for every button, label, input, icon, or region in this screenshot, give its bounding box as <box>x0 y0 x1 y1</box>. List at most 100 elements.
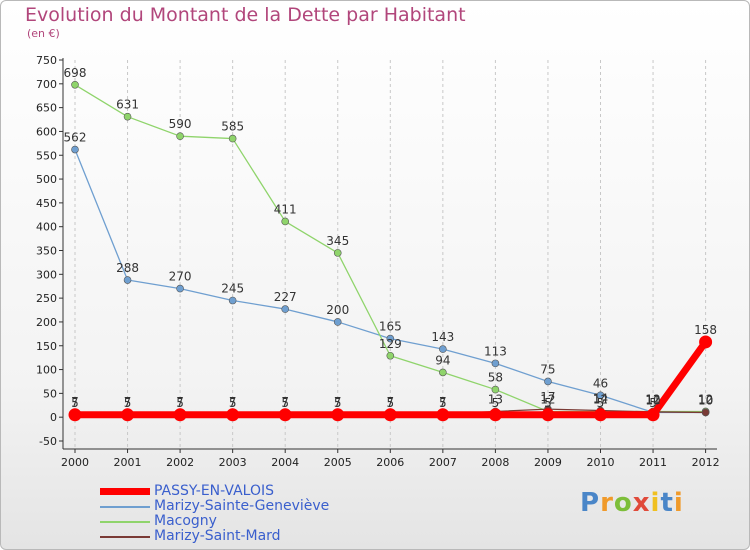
data-label-1: 562 <box>64 131 87 145</box>
y-tick-label: 250 <box>36 292 57 305</box>
data-label-2: 12 <box>645 392 660 406</box>
data-label-2: 631 <box>116 98 139 112</box>
data-label-0: 5 <box>71 396 79 410</box>
x-tick-label: 2006 <box>376 456 404 469</box>
legend-swatch <box>100 521 150 523</box>
y-tick-label: 0 <box>50 411 57 424</box>
data-label-2: 345 <box>326 234 349 248</box>
proxiti-logo: Proxiti <box>580 488 684 518</box>
logo-letter: i <box>673 488 684 518</box>
logo-letter: i <box>650 488 661 518</box>
x-tick-label: 2012 <box>692 456 720 469</box>
data-label-3: 14 <box>593 392 608 406</box>
logo-letter: x <box>632 488 651 518</box>
y-tick-label: 450 <box>36 197 57 210</box>
data-point-2 <box>439 368 447 377</box>
y-tick-label: 350 <box>36 245 57 258</box>
logo-letter: o <box>613 488 633 518</box>
data-point-1 <box>71 145 79 154</box>
data-point-0 <box>488 408 502 422</box>
data-label-0: 5 <box>386 396 394 410</box>
data-label-1: 288 <box>116 261 139 275</box>
x-tick-label: 2011 <box>639 456 667 469</box>
legend-swatch <box>100 488 150 495</box>
data-label-2: 698 <box>64 66 87 80</box>
data-label-0: 5 <box>439 396 447 410</box>
logo-letter: r <box>600 488 614 518</box>
y-tick-label: 500 <box>36 173 57 186</box>
data-label-3: 7 <box>386 395 394 409</box>
x-tick-label: 2004 <box>271 456 299 469</box>
legend-swatch <box>100 506 150 508</box>
data-label-2: 590 <box>169 117 192 131</box>
x-tick-label: 2005 <box>324 456 352 469</box>
y-tick-label: 200 <box>36 316 57 329</box>
data-label-3: 13 <box>488 392 503 406</box>
data-point-1 <box>596 391 605 400</box>
x-tick-label: 2003 <box>219 456 247 469</box>
data-point-0 <box>173 408 187 422</box>
chart-title: Evolution du Montant de la Dette par Hab… <box>25 4 466 26</box>
legend-label: Marizy-Saint-Mard <box>154 528 281 544</box>
data-point-0 <box>121 408 135 422</box>
data-label-3: 7 <box>71 395 79 409</box>
data-point-0 <box>436 408 450 422</box>
x-tick-label: 2000 <box>61 456 89 469</box>
data-label-2: 411 <box>274 202 297 216</box>
y-tick-label: -50 <box>39 435 57 448</box>
data-label-0: 5 <box>229 396 237 410</box>
data-label-0: 5 <box>334 396 342 410</box>
y-tick-label: 400 <box>36 221 57 234</box>
data-label-1: 227 <box>274 290 297 304</box>
data-label-0: 5 <box>649 396 657 410</box>
x-tick-label: 2009 <box>534 456 562 469</box>
data-label-2: 12 <box>698 392 713 406</box>
data-point-1 <box>123 276 132 284</box>
data-point-2 <box>176 132 184 140</box>
data-label-1: 75 <box>540 362 555 376</box>
x-tick-label: 2002 <box>166 456 194 469</box>
data-label-0: 5 <box>124 396 132 410</box>
y-tick-label: 700 <box>36 78 57 91</box>
data-label-0: 5 <box>492 396 500 410</box>
chart-unit: (en €) <box>27 27 60 40</box>
data-label-3: 11 <box>645 393 660 407</box>
data-point-1 <box>176 284 184 293</box>
data-point-0 <box>383 408 397 422</box>
data-label-3: 10 <box>698 393 713 407</box>
data-point-2 <box>71 80 79 89</box>
legend-label: Macogny <box>154 513 217 529</box>
legend-label: Marizy-Sainte-Geneviève <box>154 498 330 514</box>
data-point-0 <box>68 408 82 422</box>
data-point-0 <box>278 408 292 422</box>
data-label-3: 7 <box>439 395 447 409</box>
data-point-0 <box>594 408 607 422</box>
y-tick-label: 100 <box>36 364 57 377</box>
data-label-0: 5 <box>597 396 605 410</box>
data-point-2 <box>491 385 500 394</box>
data-label-2: 129 <box>379 337 402 351</box>
data-point-2 <box>123 112 132 121</box>
data-label-2: 94 <box>435 353 450 367</box>
data-point-1 <box>386 334 395 343</box>
y-tick-label: 750 <box>36 54 57 67</box>
data-label-3: 17 <box>540 390 555 404</box>
x-tick-label: 2007 <box>429 456 457 469</box>
y-tick-label: 600 <box>36 125 57 138</box>
y-tick-label: 50 <box>43 387 57 400</box>
data-label-1: 10 <box>698 393 713 407</box>
data-label-0: 5 <box>281 396 289 410</box>
data-point-2 <box>333 249 342 257</box>
data-label-1: 270 <box>169 270 192 284</box>
data-label-1: 10 <box>645 393 660 407</box>
data-label-1: 113 <box>484 344 507 358</box>
data-point-1 <box>439 345 447 353</box>
legend-swatch <box>100 536 150 538</box>
data-label-1: 165 <box>379 320 402 334</box>
data-point-0 <box>541 408 555 422</box>
x-tick-label: 2001 <box>114 456 142 469</box>
data-point-0 <box>646 408 660 422</box>
data-label-1: 245 <box>221 282 244 296</box>
data-label-2: 585 <box>221 120 244 134</box>
